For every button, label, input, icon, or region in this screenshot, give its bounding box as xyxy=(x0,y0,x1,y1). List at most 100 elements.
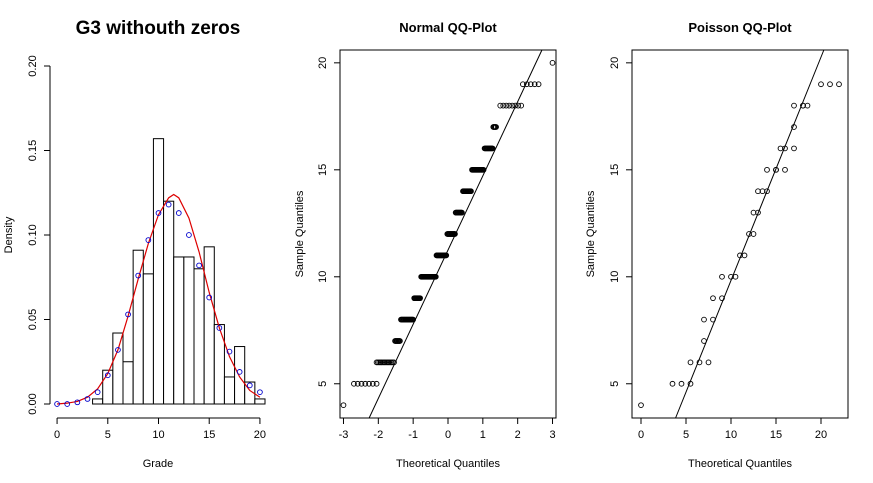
density-point xyxy=(216,325,223,331)
y-tick-label: 10 xyxy=(317,271,329,283)
poisson-qq-y-ticks: 5 10 15 20 xyxy=(609,57,632,387)
y-tick-label: 5 xyxy=(317,381,329,387)
histogram-bar xyxy=(152,138,165,405)
qq-point xyxy=(669,380,676,387)
histogram-bar xyxy=(102,369,114,405)
density-point xyxy=(226,348,233,355)
qq-point xyxy=(827,81,833,88)
poisson-qq-x-ticks: 0 5 10 15 20 xyxy=(638,418,827,441)
qq-point xyxy=(391,359,397,366)
normal-qq-x-ticks: -3 -2 -1 0 1 2 3 xyxy=(339,418,556,441)
density-point xyxy=(206,294,213,301)
qq-point xyxy=(506,102,513,109)
qq-point xyxy=(549,59,556,66)
histogram-bar xyxy=(142,273,154,405)
poisson-qq-y-label: Sample Quantiles xyxy=(585,190,597,277)
qq-point xyxy=(515,102,522,109)
qq-point xyxy=(755,209,761,216)
qq-point xyxy=(452,231,458,237)
x-tick-label: 0 xyxy=(445,429,451,441)
density-point xyxy=(84,396,91,402)
qq-point xyxy=(719,295,725,302)
y-tick-label: 10 xyxy=(609,271,621,283)
poisson-qq-x-label: Theoretical Quantiles xyxy=(688,458,792,470)
density-point xyxy=(104,372,111,379)
y-tick-label: 15 xyxy=(317,164,329,176)
x-tick-label: 3 xyxy=(549,429,555,441)
qq-point xyxy=(373,380,380,387)
normal-qq-y-label: Sample Quantiles xyxy=(294,190,306,277)
normal-qq-x-label: Theoretical Quantiles xyxy=(396,458,500,470)
qq-point xyxy=(410,316,417,323)
histogram-bar xyxy=(92,398,104,405)
histogram-bar xyxy=(112,332,124,405)
qq-point xyxy=(497,102,504,109)
qq-point xyxy=(509,102,516,109)
qq-point xyxy=(369,380,376,387)
x-tick-label: 15 xyxy=(203,429,215,441)
density-point xyxy=(145,237,152,243)
poisson-qq-reference-line xyxy=(675,49,825,419)
y-tick-label: 5 xyxy=(609,381,621,387)
qq-point xyxy=(678,380,685,387)
qq-point xyxy=(701,316,707,323)
y-tick-label: 0.15 xyxy=(27,140,39,161)
density-point xyxy=(74,399,81,406)
density-point xyxy=(257,389,263,396)
qq-point xyxy=(468,188,474,195)
qq-point xyxy=(710,295,716,302)
x-tick-label: 5 xyxy=(683,429,689,441)
histogram-bar xyxy=(193,268,205,405)
poisson-qq-plot-box xyxy=(631,49,849,419)
histogram-title: G3 withouth zeros xyxy=(76,18,241,39)
density-point xyxy=(196,262,202,269)
qq-point xyxy=(520,81,526,88)
qq-point xyxy=(500,102,507,109)
qq-point xyxy=(493,124,499,130)
qq-point xyxy=(518,102,525,109)
qq-point xyxy=(750,231,757,237)
qq-point xyxy=(480,166,487,173)
qq-point xyxy=(782,145,788,152)
x-tick-label: 20 xyxy=(254,429,266,441)
density-point xyxy=(135,272,142,279)
histogram-bar xyxy=(244,381,256,405)
histogram-bar xyxy=(213,324,225,405)
x-tick-label: 0 xyxy=(638,429,644,441)
histogram-bar xyxy=(254,398,266,405)
qq-point xyxy=(732,273,739,280)
x-tick-label: 1 xyxy=(480,429,486,441)
qq-point xyxy=(523,81,530,88)
qq-point xyxy=(432,273,439,280)
histogram-bar xyxy=(234,346,246,405)
histogram-x-label: Grade xyxy=(143,458,174,470)
density-point xyxy=(94,389,101,396)
qq-point xyxy=(531,81,538,88)
density-point xyxy=(165,201,172,208)
qq-point xyxy=(535,81,542,88)
qq-point xyxy=(489,145,496,152)
qq-point xyxy=(705,359,712,366)
density-point xyxy=(54,401,60,407)
qq-point xyxy=(710,316,716,323)
y-tick-label: 0.05 xyxy=(27,309,39,330)
poisson-qq-title: Poisson QQ-Plot xyxy=(688,20,792,35)
x-tick-label: -1 xyxy=(408,429,418,441)
histogram-bar xyxy=(163,200,175,405)
qq-point xyxy=(354,380,361,387)
normal-qq-points xyxy=(340,59,556,409)
x-tick-label: -3 xyxy=(339,429,349,441)
x-tick-label: 10 xyxy=(152,429,164,441)
density-point xyxy=(155,210,162,216)
density-point xyxy=(175,210,182,216)
y-tick-label: 0.00 xyxy=(27,393,39,414)
histogram-y-ticks: 0.00 0.05 0.10 0.15 0.20 xyxy=(27,55,50,415)
histogram-bar xyxy=(183,256,195,405)
x-tick-label: 5 xyxy=(105,429,111,441)
x-tick-label: 15 xyxy=(770,429,782,441)
qq-point xyxy=(459,209,465,216)
qq-point xyxy=(818,81,824,88)
histogram-y-label: Density xyxy=(3,216,15,253)
density-point xyxy=(246,382,253,389)
